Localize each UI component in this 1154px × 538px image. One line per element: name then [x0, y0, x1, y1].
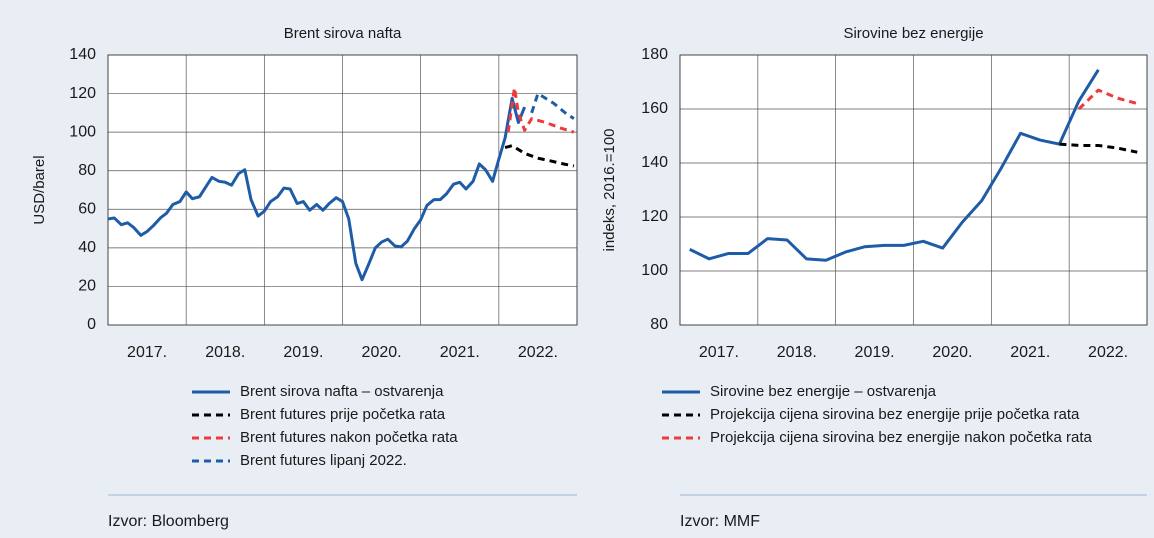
- series-line: [689, 69, 1100, 262]
- y-tick-label: 120: [69, 85, 96, 102]
- y-tick-label: 60: [78, 201, 96, 218]
- series-line: [506, 86, 575, 134]
- x-tick-label: 2022.: [1088, 344, 1128, 361]
- x-tick-label: 2017.: [127, 344, 167, 361]
- y-tick-label: 100: [69, 123, 96, 140]
- y-tick-label: 20: [78, 278, 96, 295]
- y-tick-label: 40: [78, 239, 96, 256]
- legend-label: Brent futures prije početka rata: [240, 406, 446, 423]
- series-line: [1077, 88, 1138, 111]
- chart-title: Brent sirova nafta: [284, 25, 402, 42]
- y-tick-label: 120: [641, 208, 668, 225]
- legend-label: Projekcija cijena sirovina bez energije …: [710, 429, 1093, 446]
- y-tick-label: 180: [641, 46, 668, 63]
- source: Izvor: Bloomberg: [108, 513, 229, 530]
- y-tick-label: 160: [641, 100, 668, 117]
- chart-title: Sirovine bez energije: [843, 25, 983, 42]
- x-tick-label: 2021.: [440, 344, 480, 361]
- x-tick-label: 2022.: [518, 344, 558, 361]
- legend-label: Brent futures lipanj 2022.: [240, 452, 407, 469]
- y-axis-label: indeks, 2016.=100: [601, 128, 618, 251]
- series-line: [504, 144, 575, 168]
- legend-label: Projekcija cijena sirovina bez energije …: [710, 406, 1080, 423]
- legend-label: Sirovine bez energije – ostvarenja: [710, 383, 937, 400]
- x-tick-label: 2017.: [699, 344, 739, 361]
- x-tick-label: 2019.: [855, 344, 895, 361]
- x-tick-label: 2019.: [283, 344, 323, 361]
- source: Izvor: MMF: [680, 513, 760, 530]
- y-tick-label: 140: [69, 46, 96, 63]
- x-tick-label: 2018.: [777, 344, 817, 361]
- y-tick-label: 100: [641, 262, 668, 279]
- legend-label: Brent sirova nafta – ostvarenja: [240, 383, 444, 400]
- y-tick-label: 80: [78, 162, 96, 179]
- x-tick-label: 2020.: [932, 344, 972, 361]
- series-line: [107, 96, 527, 282]
- series-line: [1059, 142, 1138, 154]
- y-tick-label: 0: [87, 316, 96, 333]
- x-tick-label: 2020.: [362, 344, 402, 361]
- y-tick-label: 80: [650, 316, 668, 333]
- legend-label: Brent futures nakon početka rata: [240, 429, 458, 446]
- plot-frame: [107, 54, 578, 326]
- x-tick-label: 2021.: [1010, 344, 1050, 361]
- y-tick-label: 140: [641, 154, 668, 171]
- plot-frame: [679, 54, 1148, 326]
- x-tick-label: 2018.: [205, 344, 245, 361]
- series-line: [530, 92, 575, 120]
- y-axis-label: USD/barel: [31, 155, 48, 224]
